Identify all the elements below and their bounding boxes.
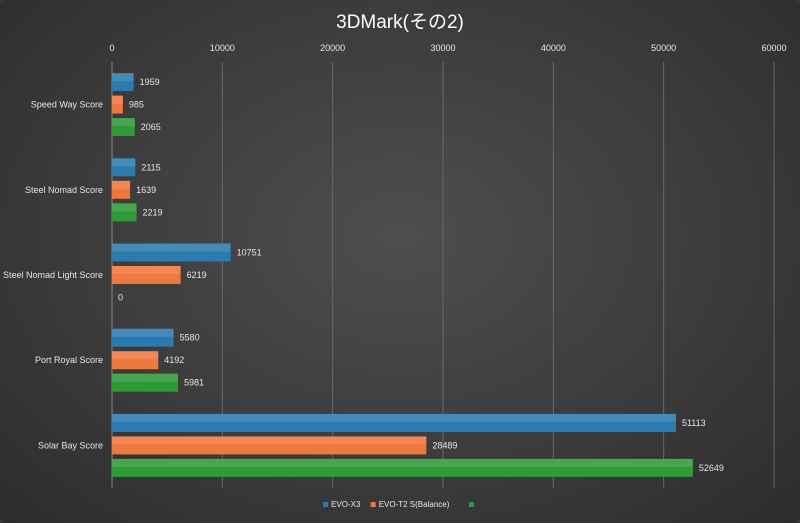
bar-highlight bbox=[112, 458, 693, 467]
bar-highlight bbox=[112, 73, 134, 82]
gridlines bbox=[111, 62, 775, 488]
x-axis-ticks: 0 10000 20000 30000 40000 50000 60000 bbox=[109, 43, 786, 53]
bars bbox=[112, 73, 693, 477]
data-label: 2219 bbox=[142, 207, 162, 217]
bar bbox=[112, 351, 159, 370]
legend: EVO-X3 EVO-T2 S(Balance) bbox=[323, 500, 474, 509]
bar bbox=[112, 203, 137, 222]
bar-highlight bbox=[112, 351, 159, 360]
category-label: Solar Bay Score bbox=[38, 440, 103, 450]
data-label: 52649 bbox=[699, 463, 724, 473]
data-label: 51113 bbox=[682, 418, 706, 428]
x-tick-label: 0 bbox=[109, 43, 114, 53]
x-tick-label: 30000 bbox=[430, 43, 455, 53]
bar-highlight bbox=[112, 243, 231, 252]
bar bbox=[112, 328, 174, 347]
bar bbox=[112, 243, 231, 262]
data-label: 1959 bbox=[140, 77, 160, 87]
bar bbox=[112, 95, 123, 114]
chart-title: 3DMark(その2) bbox=[336, 12, 464, 33]
data-label: 4192 bbox=[164, 355, 184, 365]
bar-highlight bbox=[112, 118, 135, 127]
data-label: 5580 bbox=[180, 333, 200, 343]
data-label: 985 bbox=[129, 100, 144, 110]
bar-highlight bbox=[112, 413, 676, 422]
bar bbox=[112, 180, 131, 199]
legend-swatch bbox=[468, 502, 474, 507]
bar-highlight bbox=[112, 158, 136, 167]
data-label: 5981 bbox=[184, 378, 204, 388]
data-label: 2115 bbox=[141, 162, 160, 172]
bar-highlight bbox=[112, 328, 174, 337]
data-label: 0 bbox=[118, 293, 123, 303]
legend-swatch bbox=[323, 502, 329, 507]
category-label: Steel Nomad Score bbox=[25, 185, 103, 195]
bar bbox=[112, 73, 134, 92]
bar-highlight bbox=[112, 95, 123, 104]
bar bbox=[112, 158, 136, 177]
legend-swatch bbox=[370, 502, 376, 507]
bar bbox=[112, 118, 135, 137]
data-label: 2065 bbox=[141, 122, 161, 132]
bar bbox=[112, 266, 181, 284]
bar-highlight bbox=[112, 180, 131, 189]
bar-highlight bbox=[112, 436, 427, 445]
bar-highlight bbox=[112, 203, 137, 212]
x-tick-label: 20000 bbox=[320, 43, 345, 53]
legend-label: EVO-T2 S(Balance) bbox=[379, 500, 450, 509]
bar bbox=[112, 436, 427, 455]
category-label: Steel Nomad Light Score bbox=[3, 270, 103, 280]
category-label: Speed Way Score bbox=[31, 100, 103, 110]
data-labels: 1959 985 2065 2115 1639 2219 10751 6219 0 5580 419… bbox=[118, 77, 724, 473]
x-tick-label: 50000 bbox=[651, 43, 676, 53]
x-tick-label: 60000 bbox=[761, 43, 786, 53]
x-tick-label: 10000 bbox=[210, 43, 235, 53]
x-tick-label: 40000 bbox=[541, 43, 566, 53]
data-label: 10751 bbox=[237, 248, 262, 258]
category-labels: Speed Way Score Steel Nomad Score Steel No… bbox=[3, 100, 103, 451]
bar bbox=[112, 458, 693, 477]
category-label: Port Royal Score bbox=[35, 355, 103, 365]
data-label: 1639 bbox=[136, 185, 156, 195]
bar bbox=[112, 373, 178, 392]
bar-highlight bbox=[112, 373, 178, 382]
data-label: 28489 bbox=[432, 440, 457, 450]
bar-highlight bbox=[112, 266, 181, 275]
data-label: 6219 bbox=[187, 270, 207, 280]
bar bbox=[112, 413, 676, 432]
legend-label: EVO-X3 bbox=[331, 500, 361, 509]
